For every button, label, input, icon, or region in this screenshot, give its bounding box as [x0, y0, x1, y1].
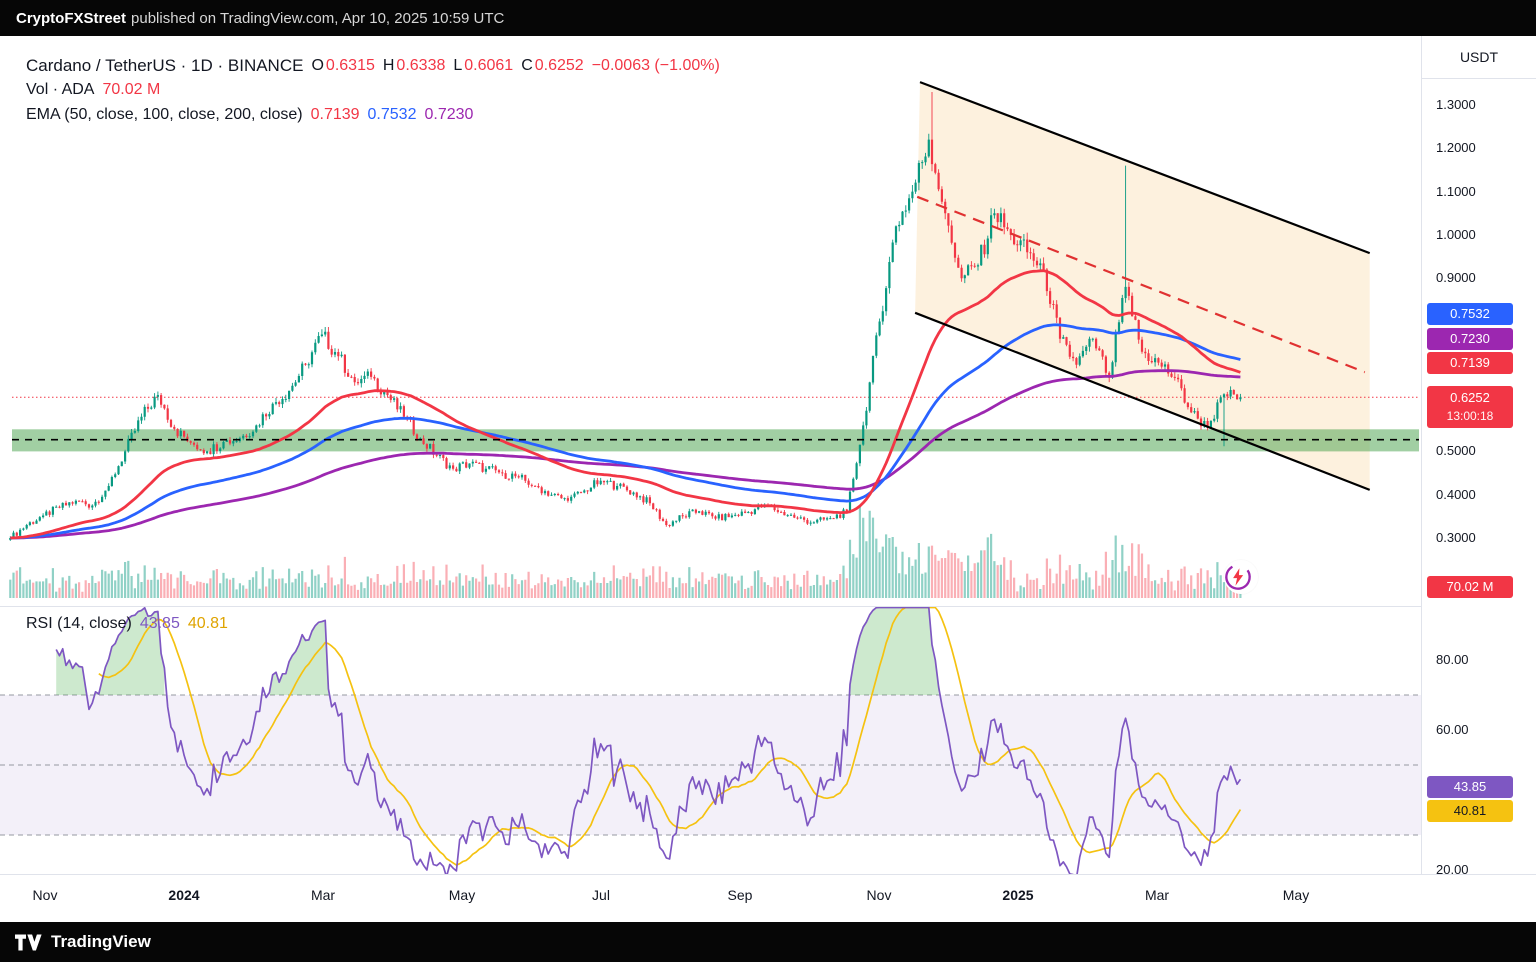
- flash-icon-glyph: [1225, 564, 1251, 590]
- ema200-value: 0.7230: [424, 106, 474, 123]
- ohlc-low: L 0.6061: [453, 57, 513, 75]
- chart-workspace: Cardano / TetherUS · 1D · BINANCE O 0.631…: [0, 36, 1536, 922]
- ema-legend-row[interactable]: EMA (50, close, 100, close, 200, close) …: [26, 106, 473, 124]
- main-price-pane[interactable]: [0, 36, 1421, 606]
- price-axis-tick: 1.1000: [1436, 183, 1476, 199]
- low-value: 0.6061: [464, 57, 514, 74]
- open-value: 0.6315: [325, 57, 375, 74]
- rsi-value: 43.85: [139, 615, 180, 632]
- symbol-title[interactable]: Cardano / TetherUS · 1D · BINANCE: [26, 56, 304, 75]
- price-axis-currency[interactable]: USDT: [1422, 36, 1536, 79]
- price-axis-tick: 1.0000: [1436, 226, 1476, 242]
- ema-100-line: [10, 323, 1241, 540]
- flash-icon[interactable]: [1224, 560, 1258, 594]
- price-axis-tick: 80.00: [1436, 652, 1469, 667]
- price-axis-tick: 0.9000: [1436, 270, 1476, 286]
- rsi-ma-line: [98, 606, 1242, 866]
- price-axis-tick: 0.3000: [1436, 530, 1476, 545]
- ema-200-line: [10, 369, 1241, 540]
- attribution-bar: CryptoFXStreet published on TradingView.…: [0, 0, 1536, 36]
- volume-bars: [9, 506, 1242, 598]
- attribution-text: published on TradingView.com, Apr 10, 20…: [131, 9, 505, 27]
- close-label: C: [521, 57, 533, 74]
- tradingview-wordmark[interactable]: TradingView: [51, 932, 151, 951]
- price-axis-tick: 60.00: [1436, 722, 1469, 737]
- low-label: L: [453, 57, 463, 74]
- ohlc-close: C 0.6252: [521, 57, 584, 75]
- rsi-line: [55, 606, 1242, 874]
- time-axis-label: Nov: [32, 887, 58, 903]
- volume-legend-row[interactable]: Vol · ADA 70.02 M: [26, 81, 160, 99]
- tradingview-logo-icon: [15, 934, 42, 950]
- price-axis-tick: 1.2000: [1436, 140, 1476, 156]
- ema-label: EMA (50, close, 100, close, 200, close): [26, 106, 303, 123]
- time-axis-label: May: [448, 887, 476, 903]
- volume-label: Vol · ADA: [26, 81, 95, 98]
- rsi-level-lines: [0, 694, 1421, 836]
- price-axis-tick: 1.3000: [1436, 97, 1476, 112]
- time-axis-label: Mar: [1144, 887, 1170, 903]
- ohlc-high: H 0.6338: [383, 57, 446, 75]
- chart-area[interactable]: Cardano / TetherUS · 1D · BINANCE O 0.631…: [0, 36, 1421, 922]
- axis-badge: 0.7139: [1427, 352, 1513, 374]
- ema-50-line: [10, 269, 1241, 540]
- pane-divider[interactable]: [0, 606, 1536, 607]
- descending-channel-lines: [914, 81, 1371, 491]
- time-axis-label: 2024: [168, 887, 200, 903]
- symbol-legend-row[interactable]: Cardano / TetherUS · 1D · BINANCE O 0.631…: [26, 56, 720, 76]
- open-label: O: [311, 57, 324, 74]
- footer-bar: TradingView: [0, 922, 1536, 962]
- time-axis-label: May: [1282, 887, 1310, 903]
- axis-badge: 0.7532: [1427, 303, 1513, 325]
- time-axis-label: Sep: [727, 887, 753, 903]
- rsi-label: RSI (14, close): [26, 615, 132, 632]
- axis-badge: 70.02 M: [1427, 576, 1513, 598]
- price-axis-tick: 0.5000: [1436, 443, 1476, 459]
- price-axis-tick: 0.4000: [1436, 486, 1476, 502]
- ema50-value: 0.7139: [310, 106, 360, 123]
- time-axis-label: Mar: [310, 887, 336, 903]
- ema100-value: 0.7532: [367, 106, 417, 123]
- volume-value: 70.02 M: [102, 81, 161, 98]
- axis-badge: 43.85: [1427, 776, 1513, 798]
- time-axis-divider: [0, 874, 1536, 875]
- time-axis[interactable]: Nov 2024 Mar May Jul Sep Nov 2025 Mar May: [0, 874, 1536, 922]
- time-axis-label: Nov: [866, 887, 892, 903]
- axis-badge: 0.6252 13:00:18: [1427, 386, 1513, 428]
- rsi-legend-row[interactable]: RSI (14, close) 43.85 40.81: [26, 615, 228, 633]
- axis-badge: 40.81: [1427, 800, 1513, 822]
- publisher-name: CryptoFXStreet: [16, 9, 127, 27]
- high-value: 0.6338: [396, 57, 446, 74]
- high-label: H: [382, 57, 395, 74]
- change-value: −0.0063 (−1.00%): [591, 57, 720, 74]
- rsi-pane[interactable]: [0, 606, 1421, 874]
- time-axis-label: 2025: [1002, 887, 1034, 903]
- rsi-ma-value: 40.81: [187, 615, 228, 632]
- price-axis-tick: 20.00: [1436, 862, 1469, 877]
- ohlc-open: O 0.6315: [311, 57, 374, 75]
- time-axis-label: Jul: [592, 887, 610, 903]
- close-value: 0.6252: [534, 57, 584, 74]
- axis-badge: 0.7230: [1427, 328, 1513, 350]
- price-axis[interactable]: USDT 1.3000 1.2000 1.1000 1.0000 0.9000 0.500…: [1421, 36, 1536, 877]
